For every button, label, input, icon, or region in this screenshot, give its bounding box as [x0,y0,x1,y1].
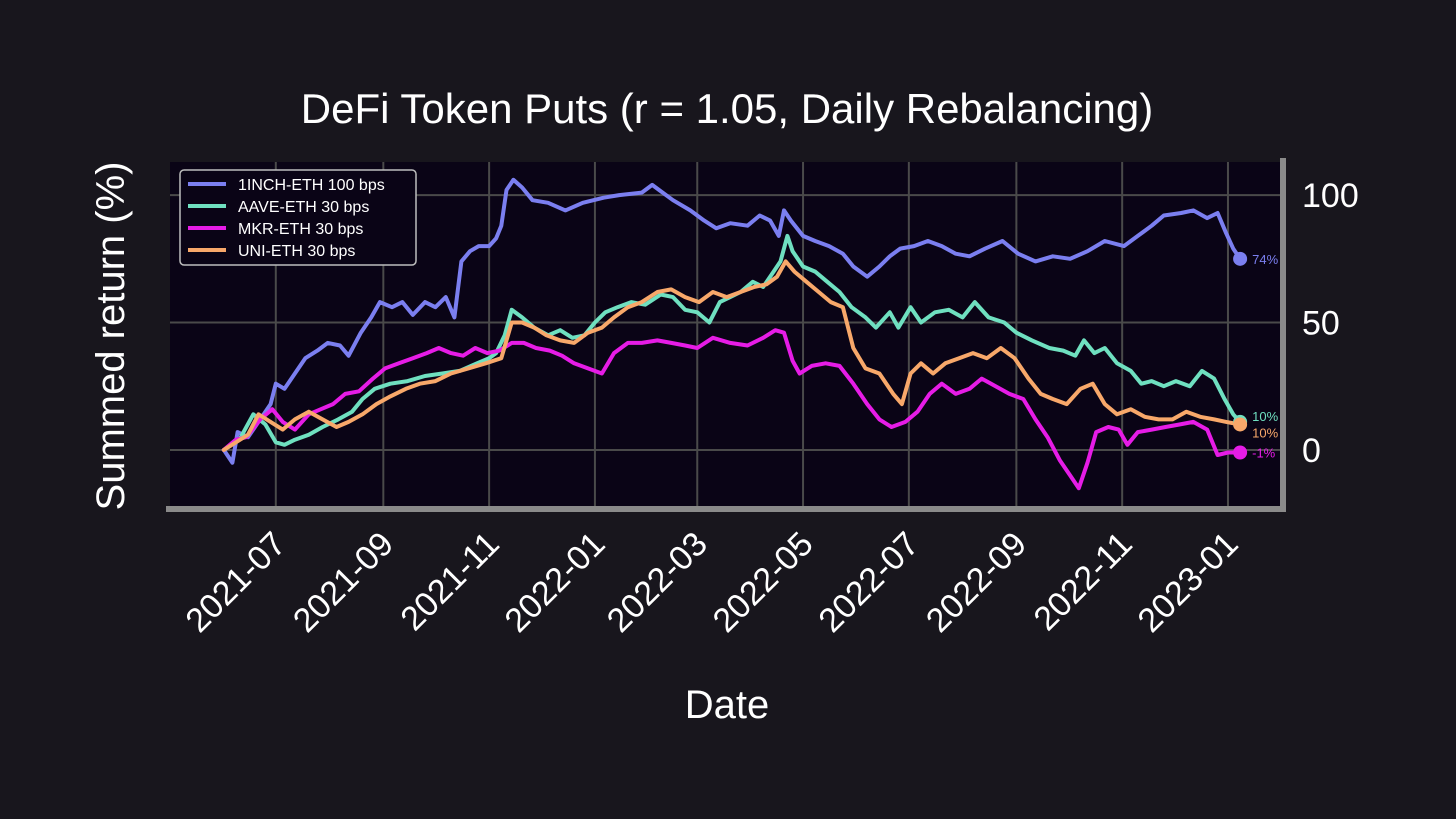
end-label-3: -1% [1252,445,1276,460]
y-tick-label: 0 [1302,432,1321,470]
series-line-2 [221,233,1243,452]
legend-box [179,169,417,266]
series-line-4 [221,259,1243,452]
plot-area: 74%10%-1%10% 0501002021-072021-092021-112… [166,158,1359,640]
y-tick-label: 100 [1302,177,1359,215]
legend-label-2: AAVE-ETH 30 bps [238,199,369,216]
end-label-4: 10% [1252,425,1278,440]
end-marker-4 [1233,417,1248,432]
series-line-1 [221,177,1243,465]
end-marker-1 [1233,251,1248,266]
x-axis-label: Date [685,683,770,727]
chart-title: DeFi Token Puts (r = 1.05, Daily Rebalan… [301,85,1153,132]
end-label-2: 10% [1252,409,1278,424]
legend: 1INCH-ETH 100 bps AAVE-ETH 30 bps MKR-ETH … [179,169,417,266]
legend-label-1: 1INCH-ETH 100 bps [238,177,385,194]
legend-label-4: UNI-ETH 30 bps [238,243,355,260]
end-label-1: 74% [1252,252,1278,267]
end-marker-3 [1233,445,1248,460]
series-line-3 [221,328,1243,491]
y-tick-label: 50 [1302,305,1340,343]
legend-label-3: MKR-ETH 30 bps [238,221,363,238]
series-group: 74% 10% -1% 10% [221,177,1279,491]
y-axis-label: Summed return (%) [89,162,133,511]
